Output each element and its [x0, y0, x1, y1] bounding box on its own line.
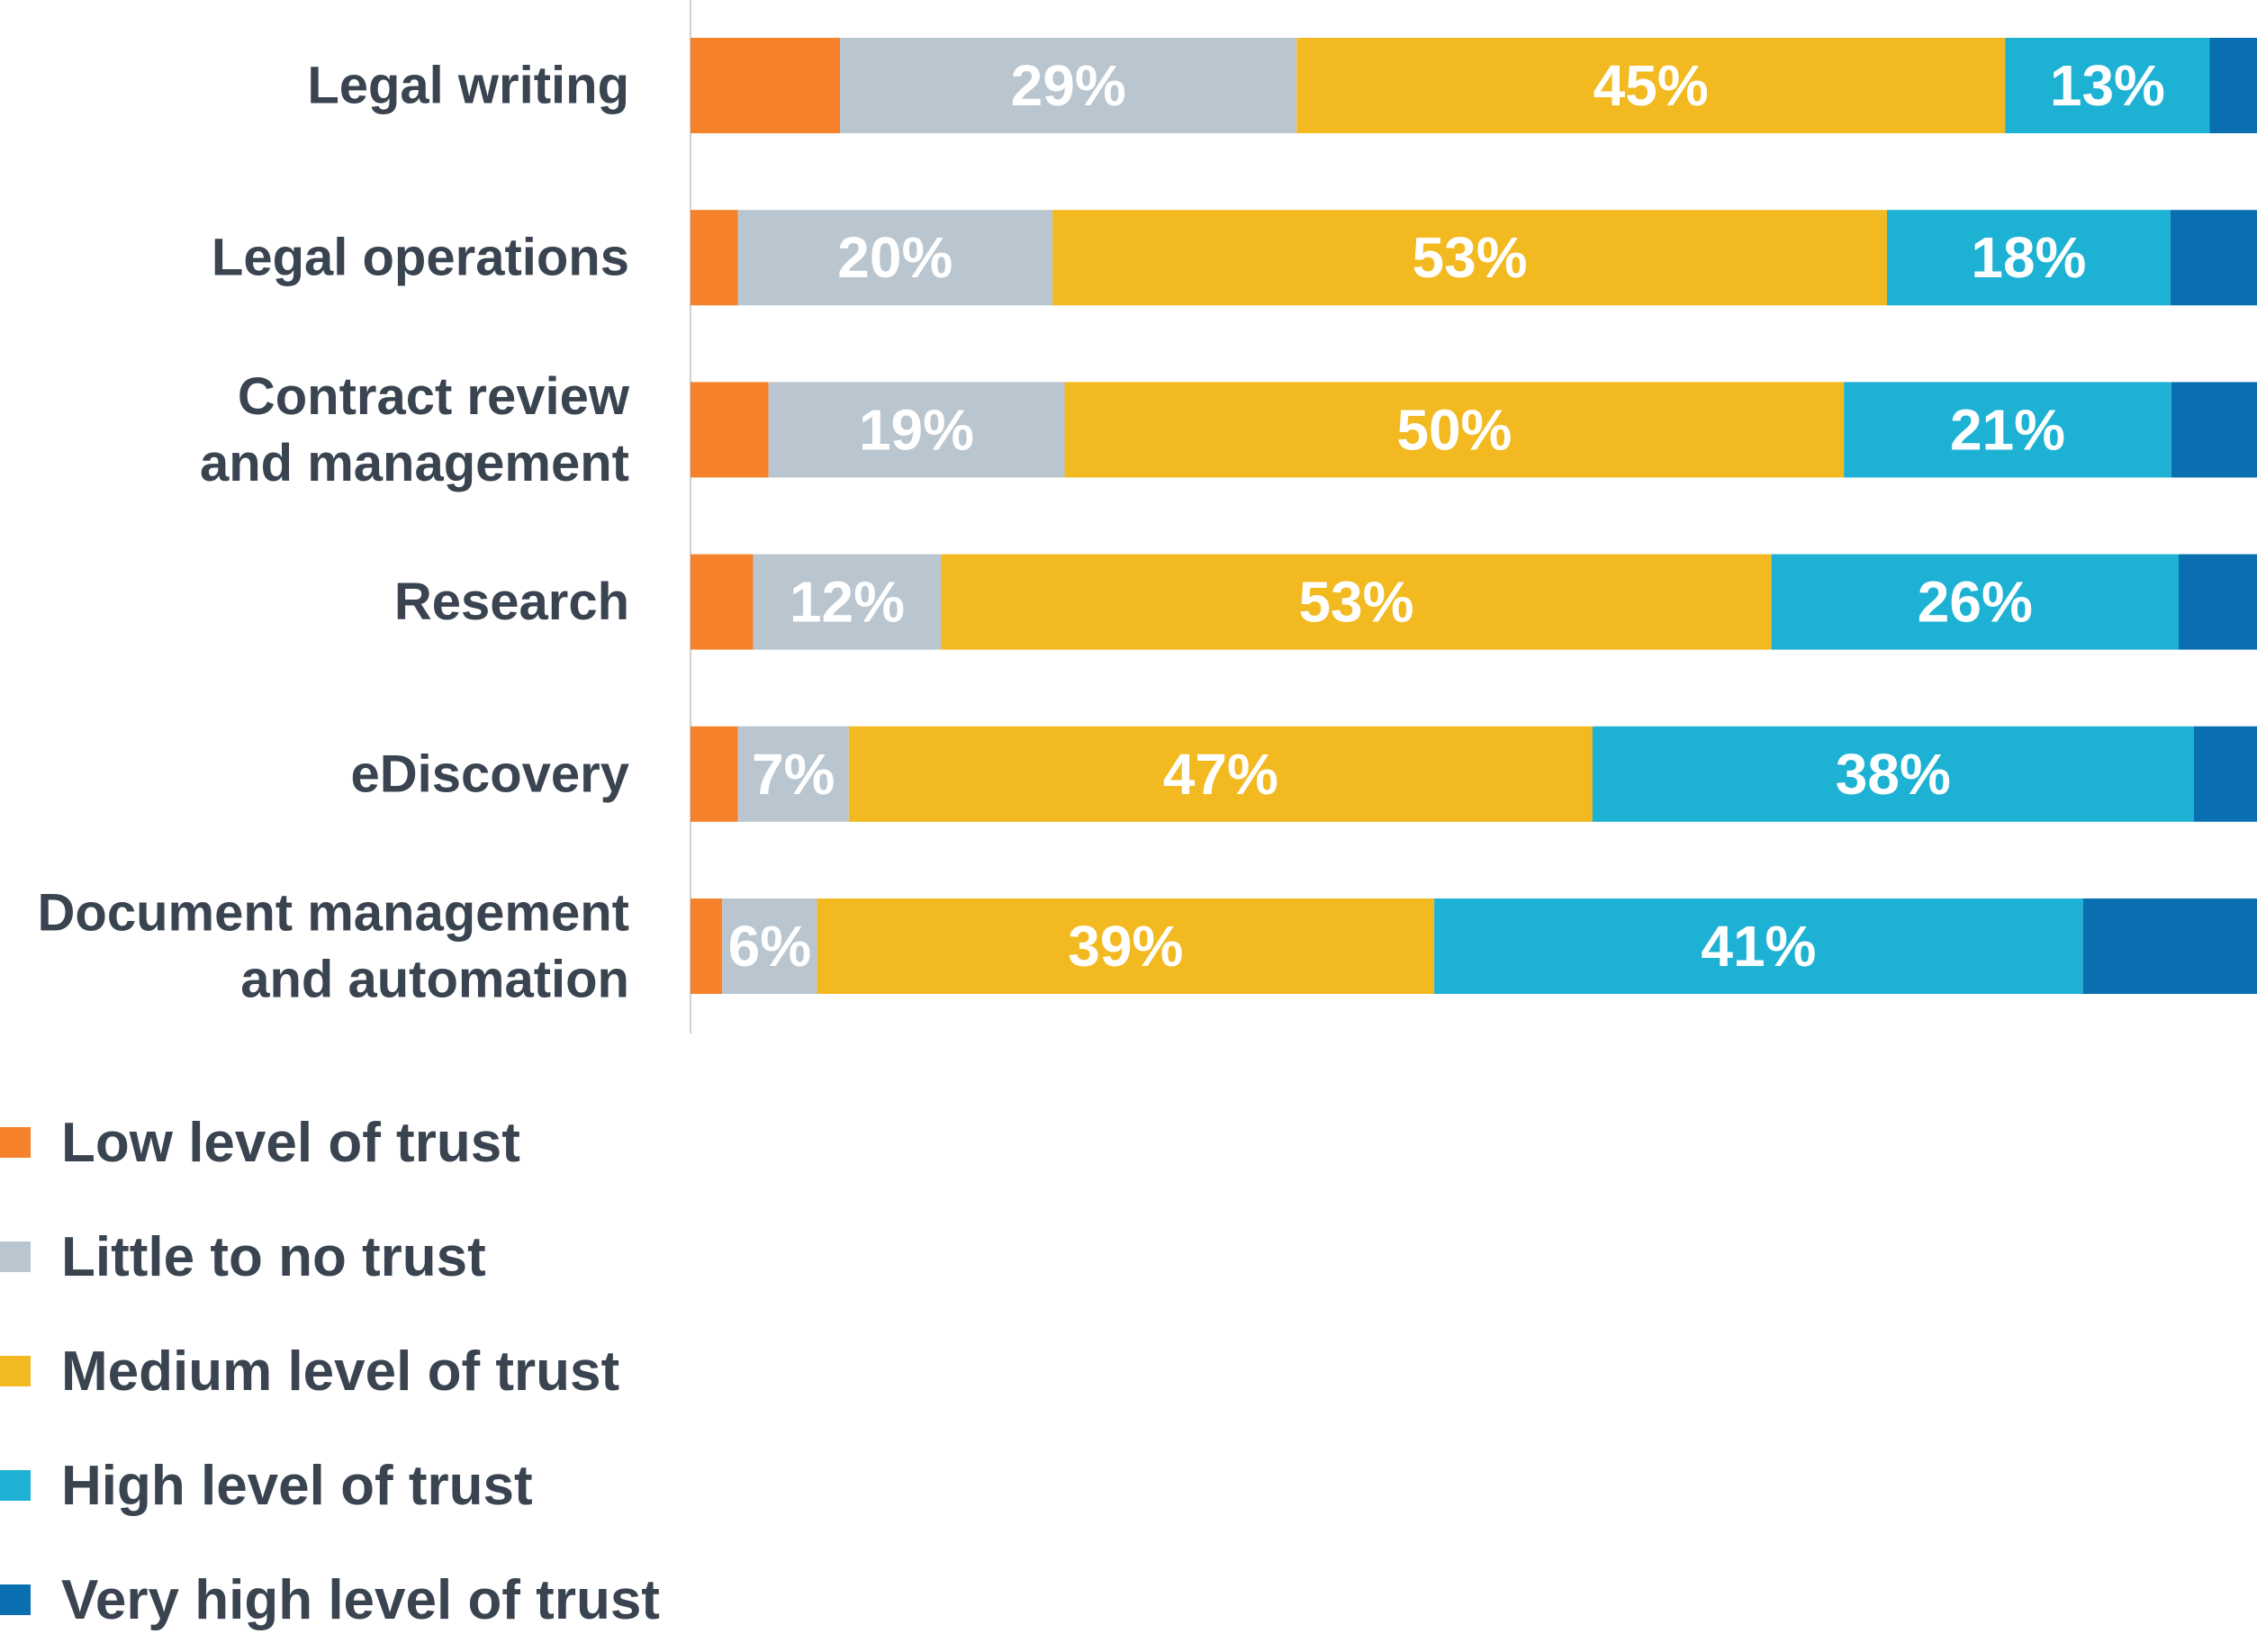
data-label-legal-writing-high-level-of-trust: 13% [2050, 53, 2165, 118]
legend-item-medium-trust: Medium level of trust [0, 1336, 810, 1408]
data-label-legal-operations-medium-level-of-trust: 53% [1413, 225, 1528, 290]
legend-label-medium-trust: Medium level of trust [61, 1341, 620, 1403]
data-label-legal-operations-little-to-no-trust: 20% [837, 225, 952, 290]
bar-segment-legal-writing-very-high-level-of-trust [2209, 38, 2257, 133]
bar-segment-research-little-to-no-trust [753, 554, 942, 650]
legend-label-high-trust: High level of trust [61, 1455, 533, 1517]
data-label-legal-operations-high-level-of-trust: 18% [1971, 225, 2086, 290]
bar-segment-legal-writing-medium-level-of-trust [1296, 38, 2006, 133]
legend-label-low-trust: Low level of trust [61, 1112, 520, 1174]
data-label-legal-writing-medium-level-of-trust: 45% [1593, 53, 1709, 118]
data-label-ediscovery-little-to-no-trust: 7% [752, 742, 835, 807]
legend-swatch-medium-trust [0, 1356, 31, 1386]
category-labels-layer: Legal writing Legal operations Contract re… [38, 57, 630, 1009]
category-label-contract-review-and-management-line-1: Contract review [238, 367, 630, 426]
data-label-document-management-and-automation-little-to-no-trust: 6% [728, 914, 812, 979]
data-label-document-management-and-automation-high-level-of-trust: 41% [1701, 914, 1816, 979]
bar-segment-research-high-level-of-trust [1771, 554, 2179, 650]
bar-segment-ediscovery-very-high-level-of-trust [2193, 726, 2257, 822]
bar-segment-research-medium-level-of-trust [941, 554, 1772, 650]
data-label-research-little-to-no-trust: 12% [790, 570, 905, 635]
bar-segment-document-management-and-automation-little-to-no-trust [722, 898, 817, 994]
category-label-legal-operations: Legal operations [212, 229, 629, 287]
bar-segment-document-management-and-automation-medium-level-of-trust [817, 898, 1435, 994]
data-label-contract-review-and-management-high-level-of-trust: 21% [1950, 397, 2065, 462]
bar-segment-document-management-and-automation-low-level-of-trust [691, 898, 723, 994]
category-label-document-management-and-automation-line-1: Document management [38, 884, 629, 943]
bar-segment-document-management-and-automation-high-level-of-trust [1434, 898, 2083, 994]
bars-layer: 29% 45% 13% 20% 53% 18% 19% 50% 21% 12% 53% 26% 7% 47… [691, 38, 2257, 994]
legend-swatch-high-trust [0, 1470, 31, 1501]
data-label-document-management-and-automation-medium-level-of-trust: 39% [1068, 914, 1183, 979]
bar-segment-legal-writing-high-level-of-trust [2005, 38, 2210, 133]
bar-segment-research-low-level-of-trust [691, 554, 754, 650]
bar-segment-contract-review-and-management-medium-level-of-trust [1064, 382, 1845, 478]
legend-swatch-little-to-no-trust [0, 1241, 31, 1272]
bar-segment-contract-review-and-management-very-high-level-of-trust [2171, 382, 2257, 478]
legend-swatch-very-high-trust [0, 1584, 31, 1615]
data-label-research-high-level-of-trust: 26% [1918, 570, 2033, 635]
bar-segment-legal-writing-low-level-of-trust [691, 38, 841, 133]
category-label-contract-review-and-management-line-2: and management [200, 434, 629, 492]
legend-item-very-high-trust: Very high level of trust [0, 1565, 810, 1637]
bar-segment-contract-review-and-management-little-to-no-trust [768, 382, 1065, 478]
data-label-legal-writing-little-to-no-trust: 29% [1011, 53, 1126, 118]
data-label-ediscovery-medium-level-of-trust: 47% [1163, 742, 1278, 807]
category-label-research: Research [394, 573, 629, 631]
data-label-ediscovery-high-level-of-trust: 38% [1836, 742, 1951, 807]
legend-label-little-to-no-trust: Little to no trust [61, 1226, 486, 1288]
bar-segment-ediscovery-low-level-of-trust [691, 726, 738, 822]
legend-item-low-trust: Low level of trust [0, 1107, 810, 1179]
category-label-document-management-and-automation-line-2: and automation [240, 951, 629, 1009]
bar-segment-contract-review-and-management-high-level-of-trust [1844, 382, 2171, 478]
bar-segment-legal-operations-very-high-level-of-trust [2170, 210, 2257, 306]
bar-segment-ediscovery-little-to-no-trust [737, 726, 849, 822]
bar-segment-ediscovery-high-level-of-trust [1592, 726, 2194, 822]
bar-segment-contract-review-and-management-low-level-of-trust [691, 382, 769, 478]
bar-segment-legal-operations-low-level-of-trust [691, 210, 738, 306]
legend-label-very-high-trust: Very high level of trust [61, 1569, 660, 1631]
category-label-ediscovery: eDiscovery [350, 745, 629, 803]
bar-segment-legal-operations-high-level-of-trust [1887, 210, 2171, 306]
bar-segment-document-management-and-automation-very-high-level-of-trust [2082, 898, 2257, 994]
data-label-research-medium-level-of-trust: 53% [1298, 570, 1413, 635]
bar-segment-legal-writing-little-to-no-trust [840, 38, 1297, 133]
category-label-legal-writing: Legal writing [307, 57, 629, 115]
bar-segment-legal-operations-little-to-no-trust [737, 210, 1053, 306]
legend-item-little-to-no-trust: Little to no trust [0, 1222, 810, 1294]
data-label-contract-review-and-management-little-to-no-trust: 19% [859, 397, 974, 462]
legend-item-high-trust: High level of trust [0, 1450, 810, 1522]
bar-segment-ediscovery-medium-level-of-trust [848, 726, 1593, 822]
data-label-contract-review-and-management-medium-level-of-trust: 50% [1396, 397, 1512, 462]
bar-segment-legal-operations-medium-level-of-trust [1052, 210, 1887, 306]
bar-segment-research-very-high-level-of-trust [2179, 554, 2257, 650]
legend-swatch-low-trust [0, 1127, 31, 1158]
